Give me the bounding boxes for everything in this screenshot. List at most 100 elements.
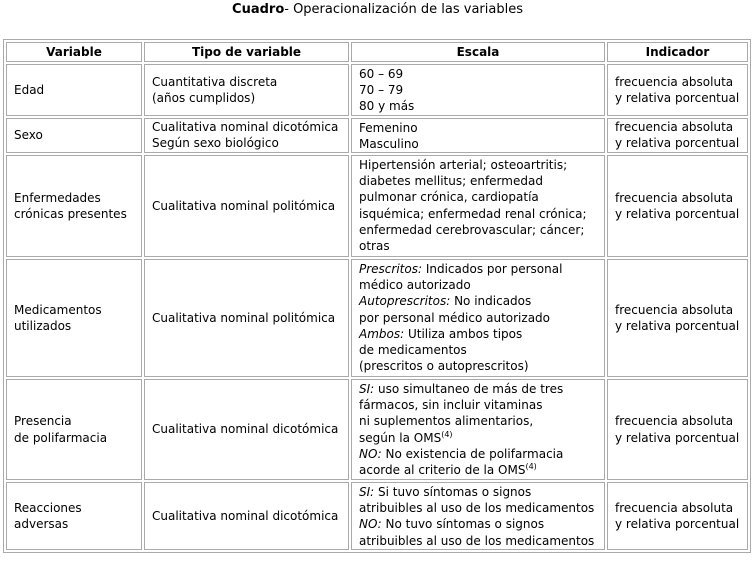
cell-line: 80 y más: [359, 99, 415, 114]
text: No existencia de polifarmacia: [381, 446, 564, 461]
cell-line: SI: Si tuvo síntomas o signos: [359, 484, 597, 500]
cell-line: de medicamentos: [359, 343, 467, 358]
cell-line: según la OMS(4): [359, 430, 597, 446]
table-cell: Cualitativa nominal politómica: [144, 259, 349, 378]
table-cell: frecuencia absoluta y relativa porcentual: [607, 259, 748, 378]
header-cell: Variable: [6, 42, 142, 62]
text: acorde al criterio de la OMS: [359, 463, 526, 478]
cell-line: crónicas presentes: [14, 207, 127, 222]
cell-line: atribuibles al uso de los medicamentos: [359, 533, 595, 548]
table-cell: Cualitativa nominal dicotómica: [144, 379, 349, 481]
cell-line: Hipertensión arterial; osteoartritis;: [359, 158, 568, 173]
cell-line: Cualitativa nominal dicotómica: [152, 120, 339, 135]
cell-line: 70 – 79: [359, 83, 404, 98]
text: Indicados por personal: [422, 262, 563, 277]
reference: (4): [525, 462, 537, 472]
header-cell: Escala: [351, 42, 605, 62]
table-row: Enfermedades crónicas presentes Cualitativ…: [6, 155, 748, 258]
cell-line: NO: No tuvo síntomas o signos: [359, 516, 597, 532]
table-cell: Medicamentos utilizados: [6, 259, 142, 378]
table-cell: Edad: [6, 64, 142, 116]
reference: (4): [441, 429, 453, 439]
cell-line: Según sexo biológico: [152, 136, 279, 151]
text: según la OMS: [359, 430, 442, 445]
table-cell: 60 – 69 70 – 79 80 y más: [351, 64, 605, 116]
italic-label: Prescritos:: [359, 262, 423, 277]
table-cell: Hipertensión arterial; osteoartritis; dia…: [351, 155, 605, 258]
cell-line: atribuibles al uso de los medicamentos: [359, 501, 595, 516]
table-row: Edad Cuantitativa discreta (años cumplidos…: [6, 64, 748, 116]
text: Si tuvo síntomas o signos: [374, 485, 532, 500]
cell-line: Femenino: [359, 120, 418, 135]
table-cell: frecuencia absoluta y relativa porcentual: [607, 155, 748, 258]
text: No indicados: [450, 294, 532, 309]
table-cell: Cualitativa nominal dicotómica Según sexo…: [144, 117, 349, 154]
title-text: - Operacionalización de las variables: [284, 2, 523, 17]
title: Cuadro- Operacionalización de las variab…: [0, 2, 755, 17]
table-cell: SI: uso simultaneo de más de tres fármaco…: [351, 379, 605, 481]
cell-line: Cualitativa nominal politómica: [152, 198, 336, 213]
header-cell: Tipo de variable: [144, 42, 349, 62]
cell-line: y relativa porcentual: [615, 90, 740, 105]
cell-line: enfermedad cerebrovascular; cáncer;: [359, 222, 585, 237]
italic-label: NO:: [359, 517, 382, 532]
cell-line: frecuencia absoluta: [615, 414, 734, 429]
table-row: Presencia de polifarmacia Cualitativa nomi…: [6, 379, 748, 481]
cell-line: Ambos: Utiliza ambos tipos: [359, 326, 597, 342]
cell-line: Reacciones: [14, 500, 82, 515]
table-cell: Femenino Masculino: [351, 117, 605, 154]
cell-line: Presencia: [14, 414, 72, 429]
cell-line: utilizados: [14, 319, 72, 334]
table-cell: Cuantitativa discreta (años cumplidos): [144, 64, 349, 116]
cell-line: frecuencia absoluta: [615, 120, 734, 135]
table-cell: frecuencia absoluta y relativa porcentual: [607, 117, 748, 154]
cell-line: Medicamentos: [14, 302, 102, 317]
italic-label: SI:: [359, 485, 375, 500]
table-row: Medicamentos utilizados Cualitativa nomina…: [6, 259, 748, 378]
header-cell: Indicador: [607, 42, 748, 62]
cell-line: Cuantitativa discreta: [152, 74, 278, 89]
cell-line: y relativa porcentual: [615, 430, 740, 445]
cell-line: frecuencia absoluta: [615, 74, 734, 89]
table-cell: Presencia de polifarmacia: [6, 379, 142, 481]
table-cell: Sexo: [6, 117, 142, 154]
italic-label: Autoprescritos:: [359, 294, 451, 309]
table-cell: Cualitativa nominal politómica: [144, 155, 349, 258]
table-row: Reacciones adversas Cualitativa nominal di…: [6, 482, 748, 551]
cell-line: adversas: [14, 517, 69, 532]
cell-line: frecuencia absoluta: [615, 500, 734, 515]
title-label: Cuadro: [232, 2, 285, 17]
table-cell: frecuencia absoluta y relativa porcentual: [607, 379, 748, 481]
cell-line: 60 – 69: [359, 67, 404, 81]
cell-line: frecuencia absoluta: [615, 302, 734, 317]
table-cell: Enfermedades crónicas presentes: [6, 155, 142, 258]
cell-line: y relativa porcentual: [615, 319, 740, 334]
cell-line: y relativa porcentual: [615, 517, 740, 532]
table-row: Sexo Cualitativa nominal dicotómica Según …: [6, 117, 748, 154]
cell-line: Enfermedades: [14, 190, 101, 205]
cell-line: acorde al criterio de la OMS(4): [359, 462, 597, 478]
cell-line: ni suplementos alimentarios,: [359, 414, 534, 429]
table-cell: frecuencia absoluta y relativa porcentual: [607, 482, 748, 551]
cell-line: Cualitativa nominal politómica: [152, 310, 336, 325]
header-row: Variable Tipo de variable Escala Indicador: [6, 42, 748, 62]
cell-line: isquémica; enfermedad renal crónica;: [359, 206, 587, 221]
cell-line: SI: uso simultaneo de más de tres: [359, 381, 597, 397]
italic-label: NO:: [359, 446, 382, 461]
cell-line: Autoprescritos: No indicados: [359, 293, 597, 309]
cell-line: y relativa porcentual: [615, 207, 740, 222]
table-cell: SI: Si tuvo síntomas o signos atribuibles…: [351, 482, 605, 551]
text: No tuvo síntomas o signos: [381, 517, 545, 532]
text: uso simultaneo de más de tres: [374, 382, 564, 397]
cell-line: (prescritos o autoprescritos): [359, 359, 529, 374]
cell-line: frecuencia absoluta: [615, 190, 734, 205]
cell-line: Masculino: [359, 136, 419, 151]
cell-line: Prescritos: Indicados por personal: [359, 261, 597, 277]
cell-line: (años cumplidos): [152, 90, 256, 105]
italic-label: SI:: [359, 382, 375, 397]
cell-line: médico autorizado: [359, 278, 471, 293]
cell-line: de polifarmacia: [14, 430, 108, 445]
table: Variable Tipo de variable Escala Indicador …: [3, 39, 751, 554]
text: Utiliza ambos tipos: [404, 326, 523, 341]
